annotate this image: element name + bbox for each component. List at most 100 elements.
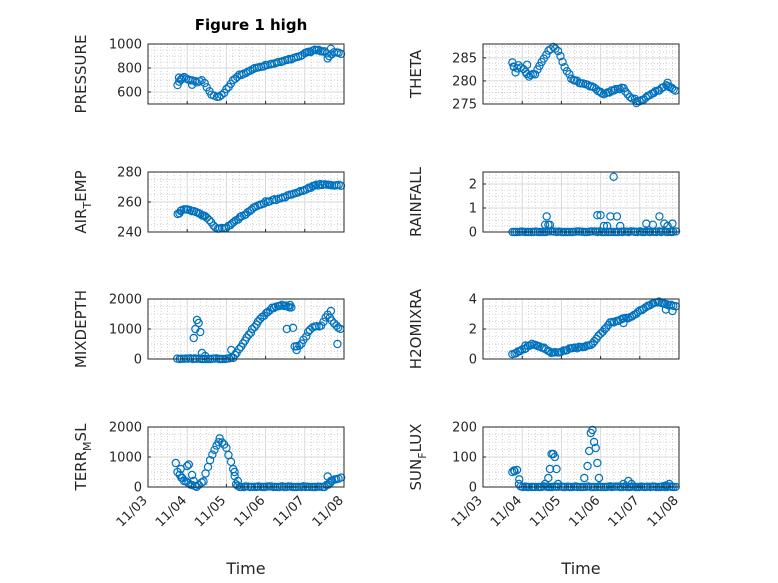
axes-frame (147, 298, 345, 360)
data-point (522, 60, 532, 69)
subplot-4: 0 1 2 RAINFALL (407, 166, 681, 241)
axes-frame (482, 298, 680, 360)
data-point (599, 221, 609, 231)
data-point (302, 332, 311, 341)
y-tick-label: 2000 (109, 421, 142, 436)
data-point (590, 337, 599, 346)
data-point (312, 322, 321, 331)
data-point (606, 212, 615, 221)
data-point (269, 303, 279, 313)
data-point (558, 57, 567, 67)
data-point (553, 46, 563, 56)
data-point (663, 78, 672, 87)
data-point (535, 61, 544, 71)
data-point (511, 68, 520, 77)
data-point (668, 306, 677, 316)
y-tick-label: 275 (452, 98, 477, 113)
data-point (229, 217, 239, 227)
data-point (627, 479, 636, 489)
data-point (232, 72, 242, 82)
y-tick-label: 2000 (109, 293, 142, 308)
data-point (292, 345, 301, 355)
axes-frame (147, 171, 345, 233)
data-point (285, 300, 295, 310)
data-point (542, 212, 551, 221)
data-point (174, 73, 184, 82)
data-point (250, 323, 259, 332)
x-axis-label: Time (225, 559, 265, 578)
x-tick-label: 11/08 (645, 493, 682, 530)
data-point (197, 478, 206, 487)
y-tick-label: 240 (117, 226, 142, 241)
y-tick-label: 2 (469, 323, 477, 338)
data-series (173, 300, 345, 364)
data-point (194, 318, 203, 328)
x-tick-label: 11/05 (527, 493, 564, 530)
data-point (663, 221, 672, 231)
subplot-1: 600 800 1000 PRESSURE (72, 35, 346, 113)
data-point (596, 210, 605, 220)
data-point (609, 172, 618, 181)
y-tick-label: 200 (452, 421, 477, 436)
figure-title: Figure 1 high (195, 16, 308, 34)
y-tick-label: 0 (469, 353, 477, 368)
y-axis-label: MIXDEPTH (72, 290, 90, 368)
y-axis-label: TERRMSL (72, 423, 94, 492)
axes-frame (147, 426, 345, 488)
data-point (560, 62, 569, 72)
subplot-2: 275 280 285 THETA (407, 42, 680, 113)
data-point (596, 329, 605, 338)
data-point (327, 316, 336, 325)
data-point (336, 473, 346, 482)
axes-frame (482, 43, 680, 105)
data-point (226, 457, 236, 467)
data-point (530, 70, 540, 79)
subplot-6: 0 2 4 H2OMIXRA (407, 288, 680, 369)
y-tick-label: 0 (134, 481, 142, 496)
data-point (319, 317, 328, 326)
data-point (593, 210, 602, 220)
data-point (333, 339, 342, 349)
data-point (217, 438, 227, 447)
data-point (552, 464, 561, 474)
y-axis-label: AIRTEMP (72, 170, 94, 233)
y-tick-label: 1000 (109, 451, 142, 466)
data-point (197, 75, 206, 85)
data-point (545, 464, 555, 474)
x-tick-label: 11/04 (153, 493, 190, 530)
y-tick-label: 280 (452, 74, 477, 89)
data-point (591, 84, 601, 94)
data-point (663, 300, 672, 309)
data-point (185, 205, 195, 215)
data-point (602, 221, 612, 231)
data-point (248, 65, 257, 74)
x-tick-label: 11/08 (310, 493, 347, 530)
data-point (615, 84, 624, 94)
data-point (545, 220, 555, 229)
data-point (179, 72, 189, 82)
y-tick-label: 1000 (109, 323, 142, 338)
x-tick-label: 11/06 (231, 493, 268, 530)
y-axis-label: THETA (407, 49, 425, 99)
data-point (176, 206, 185, 216)
y-tick-label: 285 (452, 51, 477, 66)
y-tick-label: 280 (117, 166, 142, 181)
data-point (665, 479, 674, 489)
data-point (196, 327, 205, 337)
data-point (521, 341, 530, 350)
data-point (259, 199, 269, 208)
data-point (588, 425, 597, 435)
data-point (512, 465, 522, 475)
subplot-3: 240 260 280 AIRTEMP (72, 166, 346, 241)
y-tick-label: 100 (452, 451, 477, 466)
data-point (591, 443, 600, 453)
data-point (594, 331, 603, 341)
data-point (583, 461, 592, 471)
data-point (549, 42, 558, 52)
data-point (619, 318, 628, 328)
data-point (282, 324, 292, 334)
data-point (214, 438, 223, 447)
data-point (215, 434, 224, 443)
data-point (514, 479, 524, 489)
